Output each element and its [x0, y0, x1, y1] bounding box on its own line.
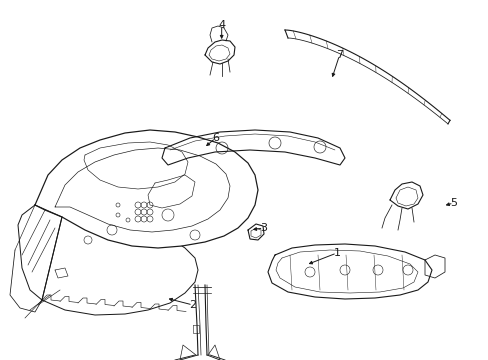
- Text: 1: 1: [333, 248, 340, 258]
- Text: 3: 3: [260, 223, 266, 233]
- Text: 7: 7: [335, 50, 343, 60]
- Text: 6: 6: [212, 133, 219, 143]
- Text: 5: 5: [449, 198, 456, 208]
- Text: 2: 2: [189, 300, 196, 310]
- Text: 4: 4: [218, 20, 225, 30]
